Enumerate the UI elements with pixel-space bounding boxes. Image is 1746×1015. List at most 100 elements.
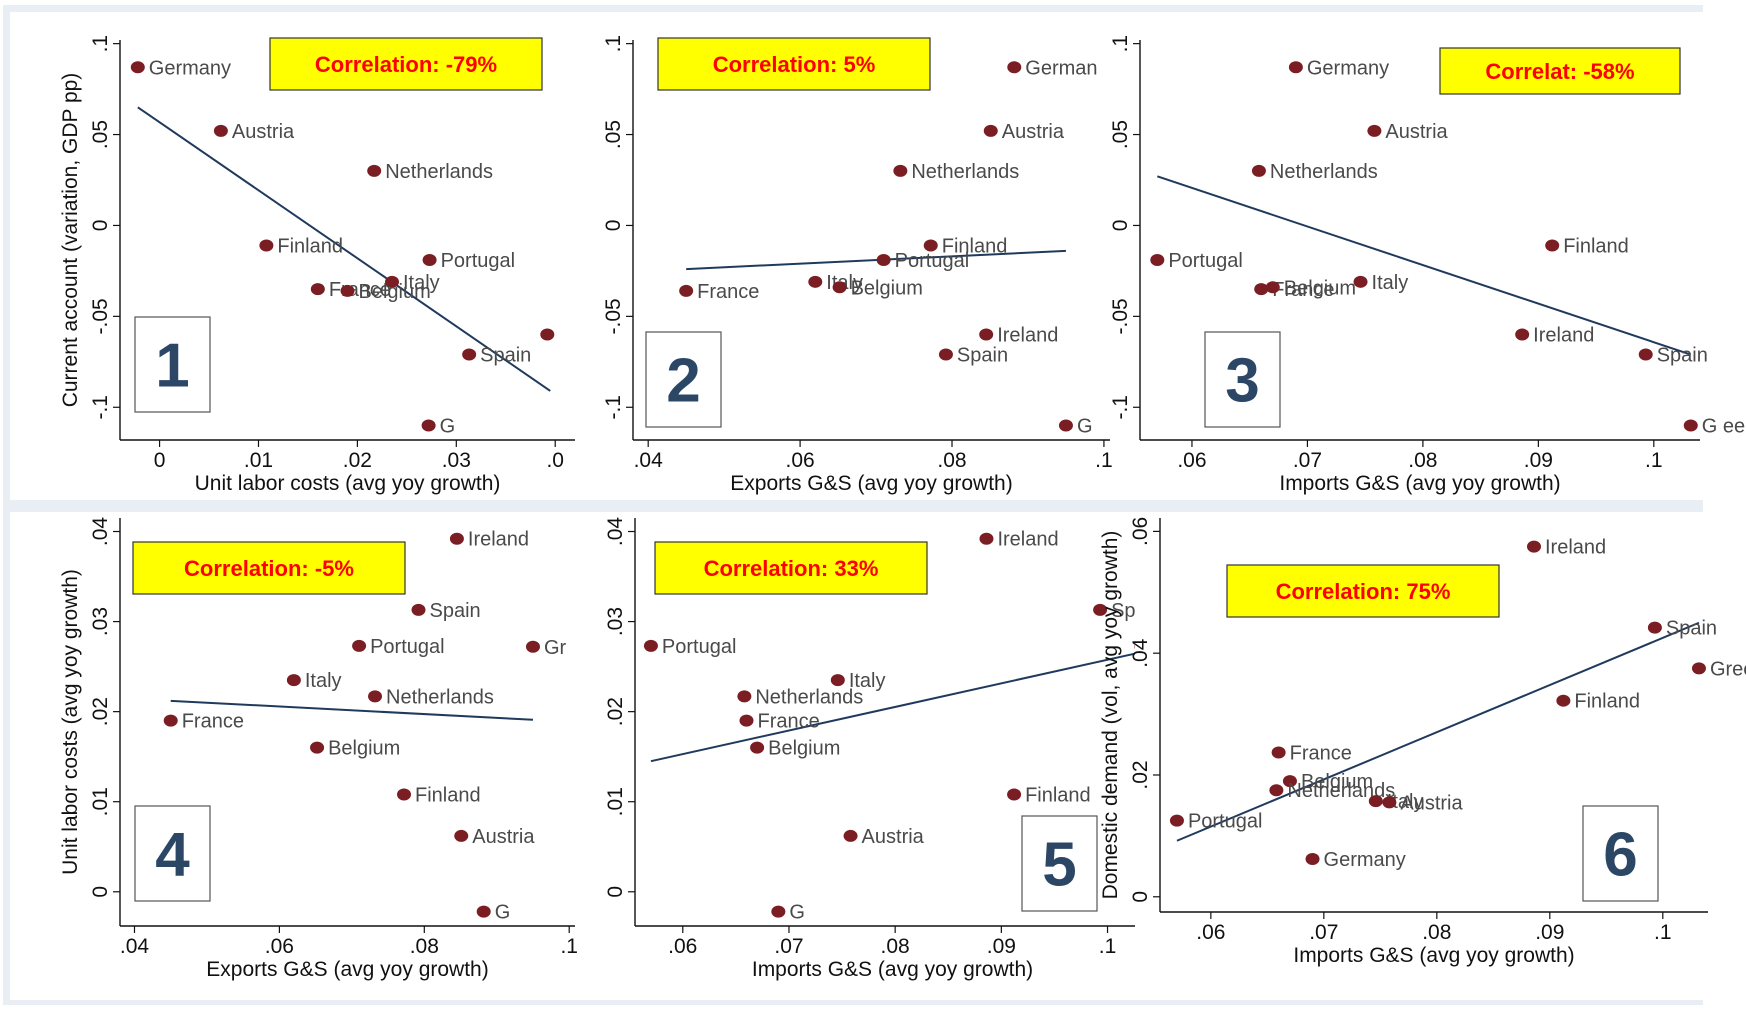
data-point — [411, 603, 426, 616]
y-axis-title: Domestic demand (vol, avg yoy growth) — [1099, 531, 1122, 900]
point-label: Ireland — [997, 529, 1058, 551]
y-tick-label: 0 — [604, 886, 627, 898]
data-point — [1638, 348, 1653, 361]
point-label: Ireland — [468, 529, 529, 551]
data-point — [1007, 788, 1022, 801]
y-tick-label: -.1 — [602, 395, 625, 420]
point-label: Ireland — [997, 325, 1058, 347]
data-point — [525, 640, 540, 653]
point-label: Netherlands — [1270, 161, 1378, 183]
point-label: Spain — [957, 345, 1008, 367]
correlation-label: Correlation: 33% — [704, 556, 879, 581]
data-point — [1288, 61, 1303, 74]
point-label: Ireland — [1533, 325, 1594, 347]
y-tick-label: 0 — [1109, 220, 1132, 232]
point-label: G eece — [1702, 415, 1746, 437]
data-point — [1556, 694, 1571, 707]
point-label: Italy — [1387, 791, 1424, 813]
data-point — [213, 124, 228, 137]
panel-number-box — [134, 805, 211, 902]
data-point — [352, 639, 367, 652]
x-tick-label: .09 — [987, 935, 1016, 958]
y-tick-label: -.05 — [1109, 298, 1132, 334]
y-tick-label: -.1 — [89, 395, 112, 420]
point-label: Portugal — [1168, 250, 1243, 272]
panel-number: 2 — [666, 347, 700, 416]
point-label: Finland — [1574, 691, 1640, 713]
point-label: Germany — [1324, 849, 1406, 871]
data-point — [737, 690, 752, 703]
point-label: G — [789, 902, 805, 924]
panel-number-box — [645, 331, 722, 428]
data-point — [1269, 784, 1284, 797]
point-label: Portugal — [441, 250, 516, 272]
panel-3: .1 .05 0 -.05 -.1 .06 .07 .08 .09 .1 Imports G&S (… — [1109, 12, 1746, 500]
data-point — [938, 348, 953, 361]
y-tick-label: .02 — [604, 697, 627, 726]
data-point — [1545, 239, 1560, 252]
x-tick-label: .1 — [1654, 921, 1672, 944]
point-label: Sp — [1111, 600, 1135, 622]
data-point — [1150, 254, 1165, 266]
x-tick-label: .07 — [774, 935, 803, 958]
x-axis-title: Exports G&S (avg yoy growth) — [730, 472, 1012, 495]
y-tick-label: 0 — [1129, 891, 1152, 903]
data-point — [893, 164, 908, 177]
x-axis-title: Unit labor costs (avg yoy growth) — [195, 472, 501, 495]
y-tick-label: .1 — [89, 35, 112, 53]
point-label: Spain — [430, 600, 481, 622]
data-point — [286, 674, 301, 687]
panel-background — [10, 12, 590, 500]
correlation-box — [657, 37, 931, 91]
panel-number: 6 — [1603, 821, 1637, 890]
data-point — [367, 164, 382, 177]
data-point — [1305, 853, 1320, 866]
correlation-label: Correlation: -79% — [315, 52, 497, 77]
y-tick-label: .05 — [1109, 120, 1132, 149]
data-point — [1282, 775, 1297, 788]
panel-number-box — [134, 316, 211, 413]
y-tick-label: .05 — [602, 120, 625, 149]
point-label: Finland — [415, 785, 481, 807]
data-point — [1515, 328, 1530, 341]
point-label: Ireland — [1545, 537, 1606, 559]
correlation-box — [654, 541, 928, 595]
point-label: Netherlands — [755, 686, 863, 708]
fit-line — [137, 106, 551, 392]
point-label: Portugal — [895, 250, 970, 272]
x-axis-title: Imports G&S (avg yoy growth) — [752, 958, 1033, 981]
point-label: Italy — [1372, 272, 1409, 294]
point-label: G — [440, 415, 456, 437]
data-point — [397, 788, 412, 801]
data-point — [832, 281, 847, 294]
y-tick-label: .03 — [604, 607, 627, 636]
panel-number: 5 — [1042, 831, 1076, 900]
correlation-box — [269, 37, 543, 91]
x-tick-label: .02 — [343, 449, 372, 472]
y-tick-label: .01 — [89, 787, 112, 816]
x-tick-label: .08 — [1408, 449, 1437, 472]
x-tick-label: .07 — [1293, 449, 1322, 472]
panel-number-box — [1021, 815, 1098, 912]
data-point — [876, 254, 891, 266]
data-point — [368, 690, 383, 703]
x-tick-label: .09 — [1535, 921, 1564, 944]
y-tick-label: 0 — [89, 886, 112, 898]
data-point — [830, 674, 845, 687]
point-label: Austria — [1400, 792, 1463, 814]
y-tick-label: .04 — [89, 517, 112, 547]
y-tick-label: 0 — [89, 220, 112, 232]
data-point — [462, 348, 477, 361]
y-tick-label: 0 — [602, 220, 625, 232]
y-tick-label: .02 — [1129, 760, 1152, 789]
x-tick-label: .06 — [786, 449, 815, 472]
point-label: Italy — [849, 670, 886, 692]
y-tick-label: .06 — [1129, 517, 1152, 546]
fit-line — [1176, 621, 1700, 842]
x-tick-label: .1 — [1099, 935, 1117, 958]
data-point — [1526, 540, 1541, 553]
point-label: Austria — [232, 121, 295, 143]
correlation-label: Correlation: -5% — [184, 556, 354, 581]
y-tick-label: .01 — [604, 787, 627, 816]
y-tick-label: .02 — [89, 697, 112, 726]
